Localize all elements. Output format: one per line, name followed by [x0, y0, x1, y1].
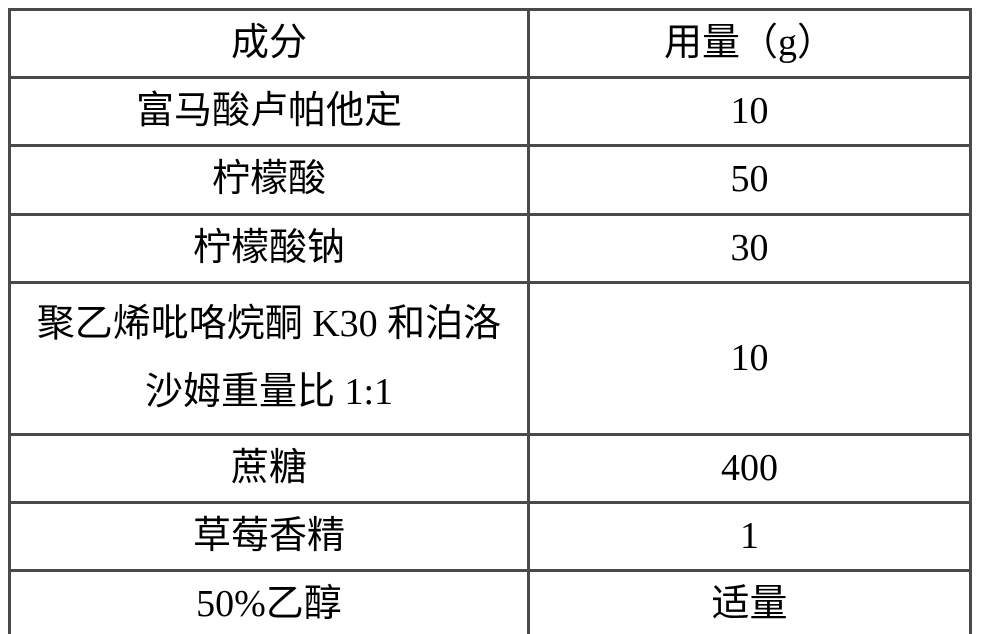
formulation-table: 成分 用量（g） 富马酸卢帕他定 10 柠檬酸 50 柠檬酸钠 30 聚乙烯吡咯…	[8, 8, 972, 634]
ingredient-cell: 富马酸卢帕他定	[10, 78, 529, 146]
amount-cell: 适量	[528, 570, 970, 634]
ingredient-cell: 50%乙醇	[10, 570, 529, 634]
table-row: 蔗糖 400	[10, 434, 971, 502]
table-row: 柠檬酸 50	[10, 146, 971, 214]
table-row: 聚乙烯吡咯烷酮 K30 和泊洛 沙姆重量比 1:1 10	[10, 282, 971, 434]
amount-cell: 30	[528, 214, 970, 282]
table-row: 50%乙醇 适量	[10, 570, 971, 634]
amount-cell: 10	[528, 78, 970, 146]
amount-cell: 10	[528, 282, 970, 434]
ingredient-cell: 聚乙烯吡咯烷酮 K30 和泊洛 沙姆重量比 1:1	[10, 282, 529, 434]
amount-cell: 400	[528, 434, 970, 502]
column-header-ingredient: 成分	[10, 10, 529, 78]
amount-cell: 1	[528, 502, 970, 570]
table-row: 柠檬酸钠 30	[10, 214, 971, 282]
formulation-table-container: 成分 用量（g） 富马酸卢帕他定 10 柠檬酸 50 柠檬酸钠 30 聚乙烯吡咯…	[0, 0, 1000, 634]
ingredient-cell: 蔗糖	[10, 434, 529, 502]
table-row: 富马酸卢帕他定 10	[10, 78, 971, 146]
ingredient-cell: 柠檬酸	[10, 146, 529, 214]
ingredient-cell: 草莓香精	[10, 502, 529, 570]
amount-cell: 50	[528, 146, 970, 214]
table-row: 草莓香精 1	[10, 502, 971, 570]
table-header-row: 成分 用量（g）	[10, 10, 971, 78]
column-header-amount: 用量（g）	[528, 10, 970, 78]
ingredient-cell: 柠檬酸钠	[10, 214, 529, 282]
